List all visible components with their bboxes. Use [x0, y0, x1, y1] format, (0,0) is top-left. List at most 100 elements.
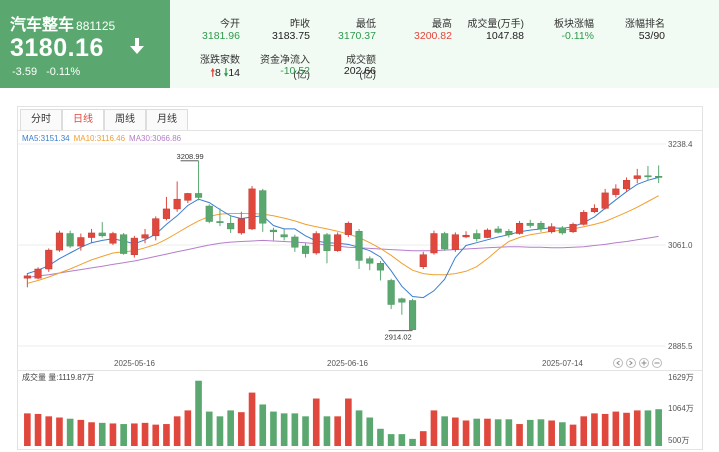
candle-body [601, 192, 609, 209]
volume-bar [377, 428, 384, 446]
x-tick-2: 2025-06-16 [327, 359, 368, 368]
volume-legend: 成交量 量:1119.87万 [22, 372, 94, 382]
volume-bar [216, 416, 224, 446]
price-grid [18, 143, 666, 347]
volume-bar [516, 424, 523, 446]
candle-body [355, 230, 363, 261]
x-tick-3: 2025-07-14 [542, 359, 583, 368]
volume-bar [227, 410, 234, 446]
candle-body [98, 232, 106, 237]
index-code: 881125 [76, 19, 116, 33]
candle-body [558, 227, 566, 234]
candle-body [590, 208, 599, 213]
volume-bar [569, 424, 577, 446]
candle-body [505, 230, 513, 235]
candle-body [55, 232, 64, 251]
stat-label-net-inflow: 资金净流入(亿) [260, 55, 310, 81]
candle-body [184, 193, 192, 201]
zoom-in-icon[interactable] [639, 358, 649, 368]
chevron-right-icon[interactable] [626, 358, 636, 368]
candle-body [77, 237, 85, 247]
down-count: 14 [228, 67, 240, 79]
candle-body [419, 254, 427, 267]
candle-body [494, 228, 502, 233]
change-percent: -0.11% [46, 66, 81, 78]
index-summary: 汽车整车 881125 3180.16 -3.59 -0.11% [0, 0, 170, 88]
candle-body [194, 193, 203, 198]
volume-bar [24, 413, 31, 446]
volume-bar [623, 412, 630, 446]
candle-body [644, 175, 652, 178]
volume-bar [248, 392, 256, 446]
volume-bar [419, 431, 427, 446]
volume-bar [205, 411, 213, 446]
candle-body [216, 221, 224, 223]
stat-label-sector-change: 板块涨幅 [554, 19, 594, 30]
candle-body [537, 222, 545, 230]
x-tick-1: 2025-05-16 [114, 359, 155, 368]
ma-legend: MA5:3151.34 MA10:3116.46 MA30:3066.86 [22, 134, 182, 143]
tab-daily[interactable]: 日线 [62, 109, 104, 130]
arrow-up-icon: 🠕 [210, 67, 216, 79]
volume-bar [173, 416, 181, 446]
candle-body [569, 224, 577, 233]
candle-body [483, 229, 492, 238]
arrow-down-icon [130, 38, 144, 54]
volume-bar [323, 416, 331, 446]
volume-bar [152, 424, 160, 446]
zoom-out-icon[interactable] [652, 358, 662, 368]
candle-body [237, 218, 245, 234]
ma5-legend: MA5:3151.34 [22, 134, 70, 143]
index-price: 3180.16 [10, 34, 104, 62]
low-price-label: 2914.02 [385, 333, 412, 342]
volume-bar [366, 417, 374, 446]
stat-value-high: 3200.82 [414, 30, 452, 42]
volume-bar [537, 419, 545, 446]
volume-bar [409, 438, 416, 446]
volume-bar [56, 417, 63, 446]
tab-monthly[interactable]: 月线 [146, 109, 188, 130]
y-tick-bottom: 2885.5 [668, 342, 693, 351]
candle-body [655, 176, 663, 178]
high-price-label: 3208.99 [177, 152, 204, 161]
candle-body [259, 190, 267, 224]
volume-bar [259, 404, 267, 446]
index-name-text: 汽车整车 [10, 17, 75, 34]
volume-tick-bottom: 500万 [668, 436, 689, 445]
y-tick-mid: 3061.0 [668, 241, 693, 250]
volume-bar [387, 434, 395, 446]
volume-tick-top: 1629万 [668, 373, 694, 382]
volume-bar [644, 410, 652, 446]
tab-weekly[interactable]: 周线 [104, 109, 146, 130]
tab-intraday[interactable]: 分时 [20, 109, 62, 130]
candle-body [152, 218, 160, 237]
volume-bar [601, 413, 609, 446]
candle-body [66, 233, 74, 247]
candle-body [87, 232, 96, 238]
candlestick-chart[interactable]: 3208.99 2914.02 MA5:3151.34 MA10:3116.46 MA… [18, 130, 702, 448]
candle-body [441, 233, 449, 250]
candle-body [622, 180, 631, 190]
stat-value-up-down: 🠕8 🠗14 [190, 65, 240, 83]
volume-bar [280, 413, 288, 446]
stat-label-high: 最高 [432, 19, 452, 30]
candle-body [580, 212, 588, 225]
volume-bar [655, 409, 662, 446]
ma10-legend: MA10:3116.46 [74, 134, 126, 143]
candle-body [344, 222, 352, 235]
candle-body [633, 175, 641, 179]
stat-label-open: 今开 [220, 19, 240, 30]
chevron-left-icon[interactable] [613, 358, 623, 368]
stat-value-turnover: 202.66 [343, 65, 376, 77]
candle-body [312, 233, 320, 254]
volume-bar [559, 422, 566, 446]
volume-bar [633, 410, 641, 446]
candle-body [376, 263, 385, 271]
volume-bar [473, 418, 481, 446]
volume-bar [163, 424, 170, 446]
volume-bars [24, 380, 662, 446]
stat-value-open: 3181.96 [202, 30, 240, 42]
change-value: -3.59 [12, 66, 38, 78]
volume-bar [88, 422, 95, 446]
chart-controls [613, 358, 662, 368]
